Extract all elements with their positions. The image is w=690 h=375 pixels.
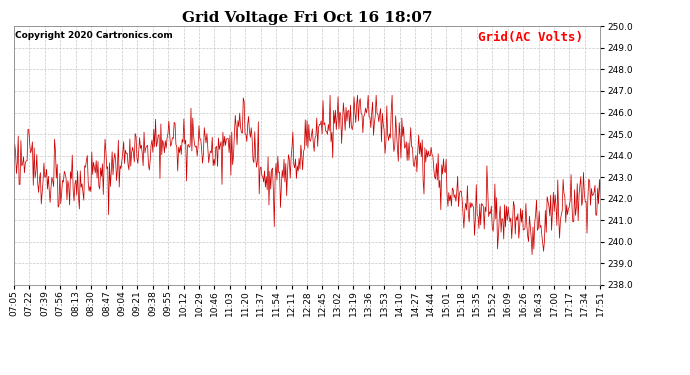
Title: Grid Voltage Fri Oct 16 18:07: Grid Voltage Fri Oct 16 18:07	[181, 11, 433, 25]
Text: Copyright 2020 Cartronics.com: Copyright 2020 Cartronics.com	[15, 32, 172, 40]
Text: Grid(AC Volts): Grid(AC Volts)	[477, 32, 582, 44]
